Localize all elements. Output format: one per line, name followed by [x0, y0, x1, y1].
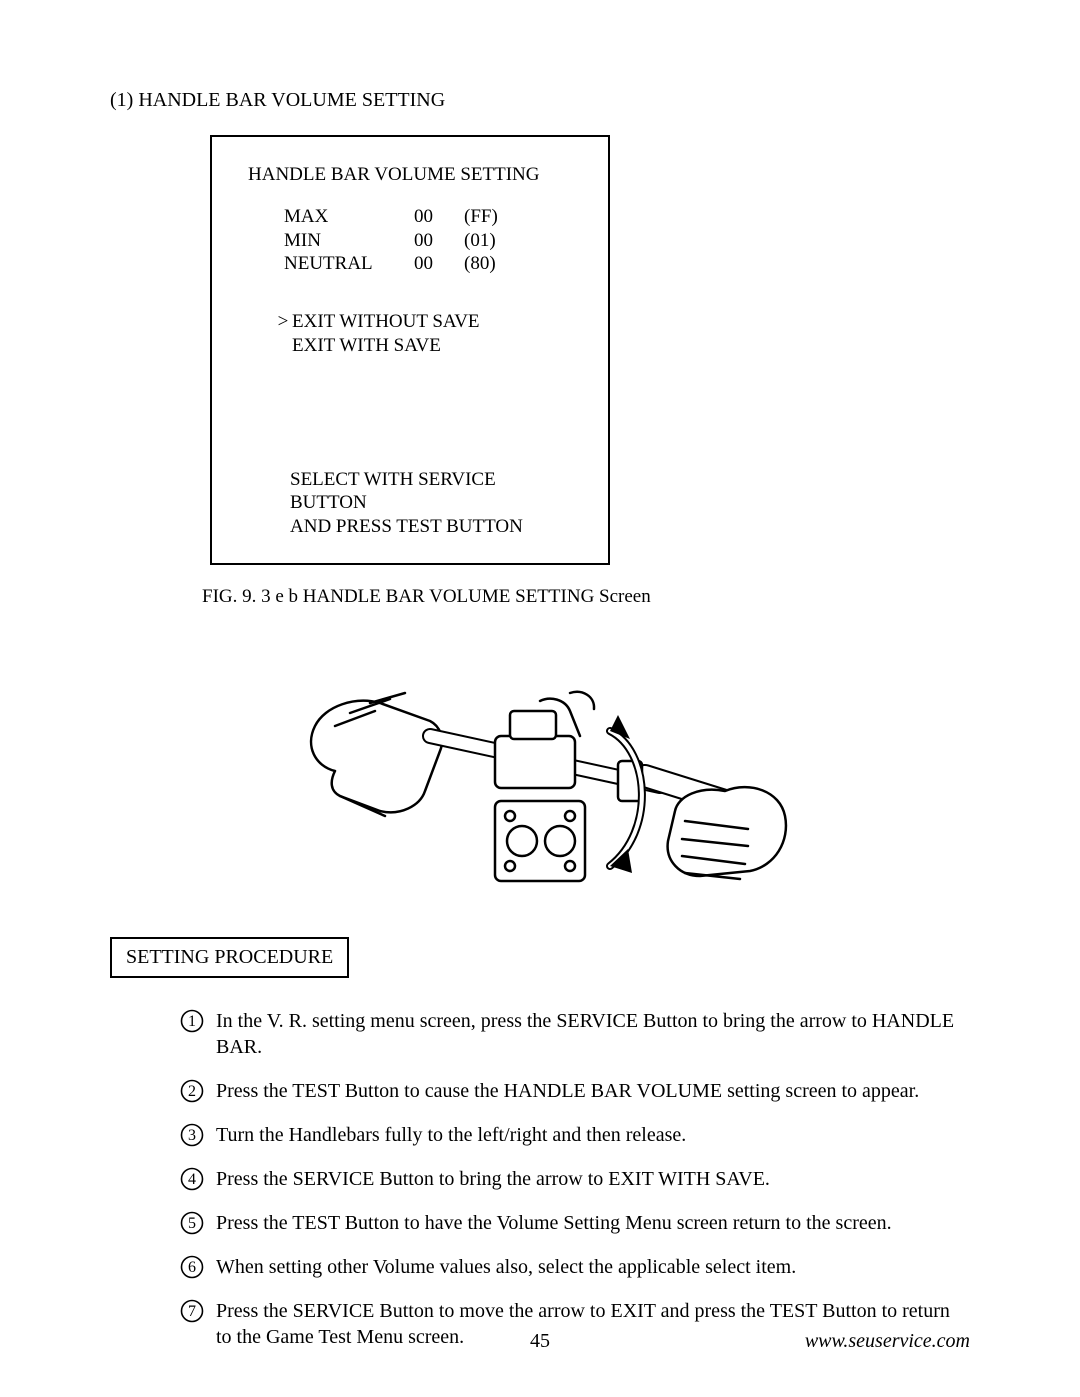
volume-label: MIN	[284, 229, 414, 253]
volume-value: 00	[414, 252, 464, 276]
page-footer: 45 www.seuservice.com	[0, 1329, 1080, 1357]
volume-label: MAX	[284, 205, 414, 229]
step-item: 3 Turn the Handlebars fully to the left/…	[180, 1122, 970, 1148]
step-text: Press the SERVICE Button to bring the ar…	[216, 1166, 970, 1192]
svg-text:3: 3	[188, 1127, 196, 1144]
svg-text:7: 7	[188, 1303, 196, 1320]
hint-block: SELECT WITH SERVICE BUTTON AND PRESS TES…	[290, 468, 576, 539]
step-item: 2 Press the TEST Button to cause the HAN…	[180, 1078, 970, 1104]
selection-caret-empty	[274, 334, 292, 358]
step-number-icon: 3	[180, 1123, 208, 1147]
volume-row: MIN 00 (01)	[284, 229, 576, 253]
volume-paren: (80)	[464, 252, 524, 276]
exit-block: > EXIT WITHOUT SAVE EXIT WITH SAVE	[274, 310, 576, 358]
section-title: (1) HANDLE BAR VOLUME SETTING	[110, 88, 970, 113]
step-item: 4 Press the SERVICE Button to bring the …	[180, 1166, 970, 1192]
volume-paren: (01)	[464, 229, 524, 253]
volume-label: NEUTRAL	[284, 252, 414, 276]
step-item: 5 Press the TEST Button to have the Volu…	[180, 1210, 970, 1236]
volume-value: 00	[414, 229, 464, 253]
volume-value: 00	[414, 205, 464, 229]
volume-paren: (FF)	[464, 205, 524, 229]
footer-url: www.seuservice.com	[805, 1329, 970, 1354]
step-text: Press the TEST Button to have the Volume…	[216, 1210, 970, 1236]
screen-box: HANDLE BAR VOLUME SETTING MAX 00 (FF) MI…	[210, 135, 610, 565]
volume-table: MAX 00 (FF) MIN 00 (01) NEUTRAL 00 (80)	[284, 205, 576, 276]
steps-list: 1 In the V. R. setting menu screen, pres…	[180, 1008, 970, 1350]
volume-row: MAX 00 (FF)	[284, 205, 576, 229]
svg-text:2: 2	[188, 1083, 196, 1100]
step-number-icon: 1	[180, 1009, 208, 1033]
step-number-icon: 7	[180, 1299, 208, 1323]
step-text: When setting other Volume values also, s…	[216, 1254, 970, 1280]
figure-caption: FIG. 9. 3 e b HANDLE BAR VOLUME SETTING …	[202, 585, 970, 609]
step-number-icon: 6	[180, 1255, 208, 1279]
step-number-icon: 2	[180, 1079, 208, 1103]
step-item: 6 When setting other Volume values also,…	[180, 1254, 970, 1280]
step-text: In the V. R. setting menu screen, press …	[216, 1008, 970, 1060]
selection-caret: >	[274, 310, 292, 334]
exit-with-save: EXIT WITH SAVE	[292, 334, 441, 358]
step-item: 1 In the V. R. setting menu screen, pres…	[180, 1008, 970, 1060]
handlebar-diagram	[280, 641, 800, 921]
volume-row: NEUTRAL 00 (80)	[284, 252, 576, 276]
setting-procedure-heading: SETTING PROCEDURE	[110, 937, 349, 978]
svg-text:4: 4	[188, 1171, 196, 1188]
hint-line-2: AND PRESS TEST BUTTON	[290, 515, 576, 539]
svg-text:1: 1	[188, 1013, 196, 1030]
step-number-icon: 4	[180, 1167, 208, 1191]
hint-line-1: SELECT WITH SERVICE BUTTON	[290, 468, 576, 516]
svg-text:6: 6	[188, 1259, 196, 1276]
exit-without-save: EXIT WITHOUT SAVE	[292, 310, 480, 334]
step-number-icon: 5	[180, 1211, 208, 1235]
step-text: Press the TEST Button to cause the HANDL…	[216, 1078, 970, 1104]
step-text: Turn the Handlebars fully to the left/ri…	[216, 1122, 970, 1148]
svg-text:5: 5	[188, 1215, 196, 1232]
screen-title: HANDLE BAR VOLUME SETTING	[248, 163, 576, 187]
